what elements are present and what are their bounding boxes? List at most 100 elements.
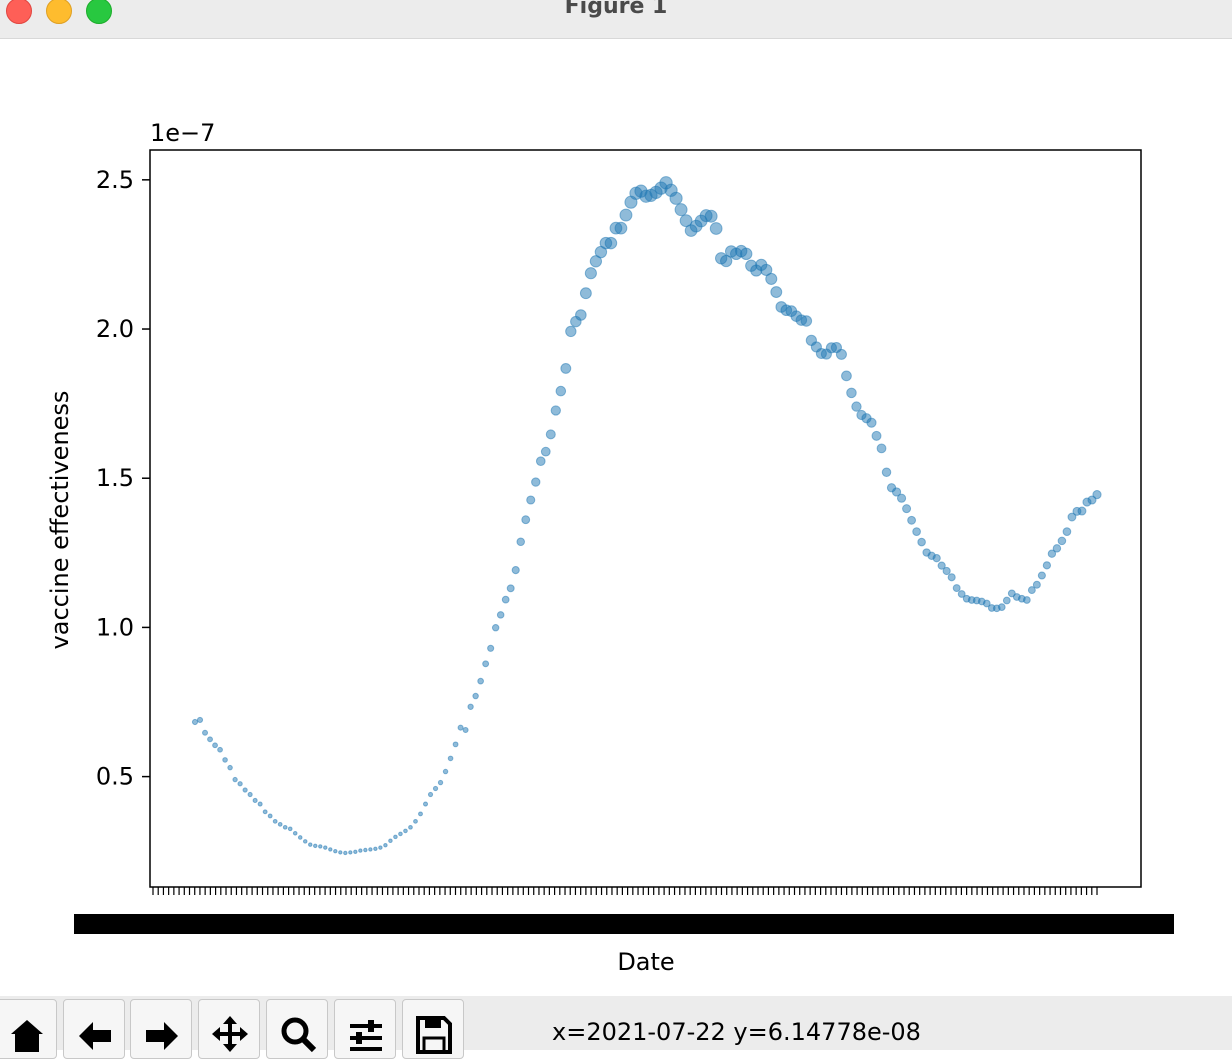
data-point: [535, 456, 546, 467]
data-point: [942, 566, 951, 576]
data-point: [358, 848, 363, 853]
title-bar: Figure 1: [0, 0, 1232, 39]
configure-subplots-button[interactable]: [334, 999, 396, 1059]
data-point: [257, 801, 263, 807]
data-point: [491, 624, 500, 632]
data-point: [669, 191, 683, 205]
data-point: [252, 797, 258, 804]
data-point: [282, 824, 288, 830]
data-point: [531, 477, 541, 487]
data-point: [457, 724, 464, 731]
data-point: [262, 809, 268, 815]
data-point: [947, 573, 956, 582]
data-point: [765, 272, 778, 285]
data-point: [393, 834, 398, 840]
data-point: [277, 821, 283, 827]
data-point: [876, 443, 887, 454]
home-icon: [11, 1020, 43, 1052]
data-point: [388, 838, 393, 844]
x-axis-ticks: [152, 887, 1098, 895]
data-point: [232, 776, 238, 783]
pan-button[interactable]: [198, 999, 260, 1059]
data-point: [292, 830, 298, 836]
y-axis-label: vaccine effectiveness: [46, 391, 74, 650]
data-point: [368, 847, 373, 852]
data-point: [287, 826, 293, 832]
data-point: [896, 493, 907, 503]
data-point: [302, 839, 308, 844]
data-point: [704, 209, 718, 223]
data-point: [447, 755, 454, 762]
data-point: [467, 703, 474, 710]
y-tick-label: 1.0: [96, 613, 134, 641]
data-point: [212, 742, 218, 749]
back-button[interactable]: [63, 999, 125, 1059]
data-point: [957, 590, 966, 598]
data-point: [540, 446, 551, 457]
zoom-button[interactable]: [266, 999, 328, 1059]
home-button[interactable]: [0, 999, 57, 1059]
data-point: [932, 554, 941, 563]
data-point: [227, 764, 233, 771]
forward-button[interactable]: [130, 999, 192, 1059]
data-point: [313, 843, 318, 849]
data-point: [1067, 512, 1077, 522]
data-point: [363, 847, 368, 853]
y-axis-ticks: 0.5 1.0 1.5 2.0 2.5: [96, 166, 150, 791]
data-point: [604, 236, 618, 250]
data-point: [1042, 561, 1052, 570]
y-tick-label: 1.5: [96, 464, 134, 492]
x-axis-label: Date: [617, 948, 674, 976]
data-point: [902, 504, 912, 514]
data-point: [272, 818, 278, 824]
data-point: [333, 848, 338, 854]
sliders-icon: [350, 1020, 382, 1051]
y-tick-label: 0.5: [96, 763, 134, 791]
data-point: [353, 849, 358, 854]
data-point: [770, 286, 783, 298]
data-point: [318, 844, 323, 849]
data-point: [506, 584, 515, 593]
data-point: [907, 515, 917, 525]
data-point: [242, 787, 248, 793]
data-point: [1032, 580, 1041, 589]
data-point: [619, 208, 633, 222]
data-point: [674, 203, 688, 217]
save-button[interactable]: [402, 999, 464, 1059]
data-point: [740, 247, 753, 261]
data-point: [202, 729, 209, 736]
data-point: [521, 515, 531, 525]
scatter-chart[interactable]: 0.5 1.0 1.5 2.0 2.5 1e−7 Date vaccine effect…: [0, 38, 1232, 996]
data-point: [891, 487, 902, 497]
cursor-coordinates: x=2021-07-22 y=6.14778e-08: [552, 1018, 921, 1046]
move-icon: [212, 1016, 248, 1052]
data-point: [545, 429, 556, 440]
data-point: [328, 847, 333, 852]
data-point: [709, 222, 723, 235]
data-point: [871, 430, 882, 441]
y-tick-label: 2.5: [96, 166, 134, 194]
data-point: [482, 660, 490, 668]
data-point: [841, 370, 852, 382]
data-point: [1077, 506, 1087, 516]
data-point: [997, 603, 1006, 611]
data-point: [1002, 596, 1011, 605]
data-point: [222, 757, 228, 763]
data-point: [207, 736, 213, 743]
data-point: [800, 315, 813, 327]
y-tick-label: 2.0: [96, 315, 134, 343]
data-point: [912, 527, 921, 536]
data-point: [348, 850, 353, 855]
data-point: [217, 746, 223, 753]
data-point: [496, 611, 505, 619]
minimize-window-button[interactable]: [46, 0, 72, 24]
navigation-toolbar: [0, 996, 1232, 1059]
maximize-window-button[interactable]: [86, 0, 112, 24]
close-window-button[interactable]: [6, 0, 32, 24]
data-point: [614, 221, 628, 235]
data-point: [267, 813, 273, 819]
data-point: [432, 785, 439, 792]
data-point: [1037, 571, 1046, 580]
data-point: [338, 850, 343, 855]
data-point: [679, 214, 693, 228]
